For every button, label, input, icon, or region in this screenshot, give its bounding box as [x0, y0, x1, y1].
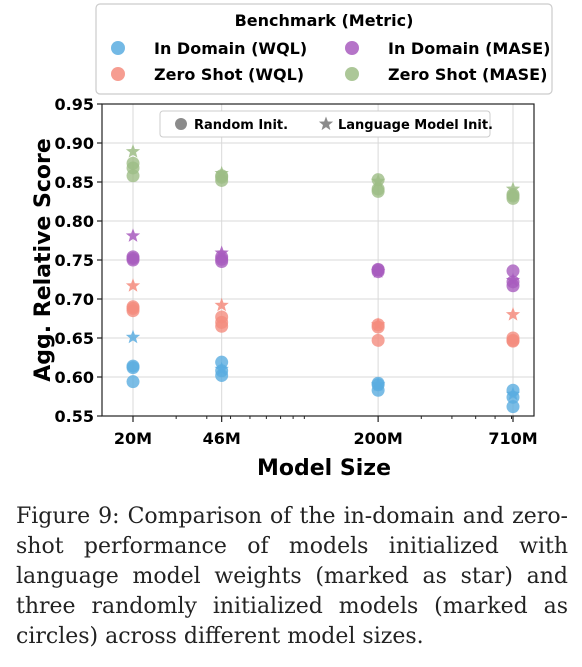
- marker-legend-lm: Language Model Init.: [338, 118, 493, 133]
- random-init-point: [126, 156, 140, 170]
- y-tick-label: 0.70: [55, 290, 94, 309]
- y-tick-label: 0.60: [55, 368, 94, 387]
- x-tick-label: 710M: [488, 429, 537, 448]
- random-init-point: [126, 300, 140, 314]
- lm-init-star: [370, 264, 386, 278]
- y-tick-label: 0.65: [55, 329, 94, 348]
- legend-marker: [111, 41, 125, 55]
- random-init-marker: [175, 118, 187, 130]
- random-init-point: [215, 310, 229, 324]
- legend-entry-label: Zero Shot (WQL): [154, 65, 304, 84]
- lm-init-star: [214, 297, 229, 312]
- lm-init-star: [505, 272, 521, 287]
- random-init-point: [506, 400, 520, 414]
- y-tick-label: 0.95: [55, 95, 94, 114]
- y-tick-label: 0.55: [55, 407, 94, 426]
- lm-init-marker: [318, 116, 334, 131]
- x-tick-label: 20M: [114, 429, 152, 448]
- lm-init-star: [125, 278, 141, 292]
- random-init-point: [126, 359, 140, 373]
- random-init-point: [506, 331, 520, 345]
- lm-init-star: [214, 165, 229, 180]
- lm-init-star: [370, 173, 386, 188]
- lm-init-star: [505, 181, 521, 196]
- legend-marker: [345, 41, 359, 55]
- lm-init-star: [370, 317, 386, 331]
- random-init-point: [506, 264, 520, 278]
- figure-caption: Figure 9: Comparison of the in-domain an…: [16, 504, 568, 649]
- lm-init-star: [125, 228, 141, 242]
- lm-init-star: [505, 307, 521, 321]
- lm-init-star: [214, 361, 229, 376]
- legend-marker: [345, 67, 359, 81]
- legend-entry-label: Zero Shot (MASE): [388, 65, 547, 84]
- random-init-point: [126, 250, 140, 264]
- lm-init-star: [125, 329, 141, 344]
- legend-entry-label: In Domain (WQL): [154, 39, 307, 58]
- x-tick-label: 200M: [353, 429, 402, 448]
- x-tick-label: 46M: [203, 429, 241, 448]
- lm-init-star: [125, 144, 141, 158]
- legend-entry-label: In Domain (MASE): [388, 39, 550, 58]
- lm-init-star: [214, 245, 229, 260]
- marker-legend: Random Init. Language Model Init.: [159, 110, 493, 138]
- marker-legend-random: Random Init.: [194, 118, 288, 133]
- scatter-chart: Benchmark (Metric) In Domain (WQL) Zero S…: [31, 3, 553, 481]
- y-tick-label: 0.75: [55, 251, 94, 270]
- y-axis-label: Agg. Relative Score: [31, 138, 56, 382]
- legend-marker: [111, 67, 125, 81]
- legend-title: Benchmark (Metric): [235, 11, 414, 30]
- y-tick-label: 0.90: [55, 134, 94, 153]
- x-axis-label: Model Size: [257, 456, 391, 481]
- y-tick-label: 0.80: [55, 212, 94, 231]
- series-legend: Benchmark (Metric) In Domain (WQL) Zero S…: [95, 3, 553, 95]
- lm-init-star: [370, 377, 386, 391]
- y-tick-label: 0.85: [55, 173, 94, 192]
- lm-init-star: [505, 386, 521, 401]
- random-init-point: [126, 375, 140, 389]
- random-init-point: [371, 333, 385, 347]
